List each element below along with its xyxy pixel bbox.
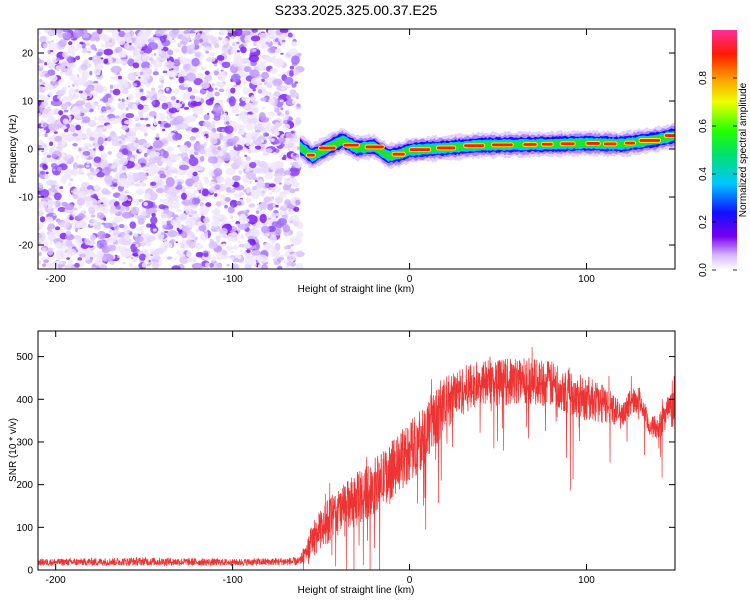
spectrogram-xtick-label: 0 [407,274,413,285]
spectral-peak-core [625,141,636,145]
snr-ytick-label: 500 [16,352,33,363]
spectrogram-ylabel: Frequency (Hz) [8,115,19,184]
spectral-peak-core [365,145,384,149]
spectral-peak-core [664,134,675,137]
spectrogram-ytick-label: 20 [22,49,34,60]
snr-ytick-label: 300 [16,437,33,448]
snr-ytick-label: 400 [16,395,33,406]
colorbar-gradient [712,30,737,270]
spectral-peak-core [586,142,600,145]
snr-series-line [37,347,676,570]
spectrogram-ytick-label: 0 [27,145,33,156]
spectrogram-ytick-label: -10 [19,193,34,204]
colorbar: 0.0 0.2 0.4 0.6 0.8 Normalized spectral ampl… [698,30,749,277]
spectral-peak-core [491,143,513,147]
snr-ytick-label: 100 [16,523,33,534]
spectral-peak-core [392,152,405,156]
spectral-peak-core [639,139,661,142]
spectrogram-xtick-label: 100 [578,274,595,285]
spectral-peak-core [343,143,359,147]
spectral-peak-core [319,146,336,150]
colorbar-label: Normalized spectral amplitude [738,82,749,217]
spectrogram-xtick-label: -100 [223,274,243,285]
figure-title: S233.2025.325.00.37.E25 [275,2,438,18]
spectrogram-ytick-label: -20 [19,241,34,252]
snr-ytick-label: 0 [27,566,33,577]
snr-frame [37,330,676,571]
snr-ylabel: SNR (10 * v/v) [8,418,19,482]
snr-xlabel: Height of straight line (km) [298,585,415,596]
snr-xtick-label: 0 [407,575,413,586]
spectral-peak-core [436,146,456,150]
spectral-peak-core [603,142,617,146]
colorbar-tick-label: 0.0 [698,263,709,277]
colorbar-tick-label: 0.2 [698,215,709,229]
spectrogram-image [38,29,675,269]
spectral-peak-core [409,148,431,151]
spectrogram-xtick-label: -200 [46,274,66,285]
colorbar-tick-label: 0.4 [698,167,709,181]
snr-panel: -200 -100 0 100 0 100 200 300 400 500 Height of s… [8,330,676,596]
snr-xtick-label: 100 [578,575,595,586]
snr-ytick-label: 200 [16,480,33,491]
spectral-peak-core [560,142,575,146]
snr-xtick-label: -200 [46,575,66,586]
spectral-peak-core [541,142,553,146]
spectral-peak-core [523,143,537,146]
spectrogram-xlabel: Height of straight line (km) [298,284,415,295]
snr-axes: -200 -100 0 100 0 100 200 300 400 500 [16,330,676,586]
spectral-peak-core [464,144,485,148]
snr-xtick-label: -100 [223,575,243,586]
spectrogram-ytick-label: 10 [22,97,34,108]
colorbar-tick-label: 0.8 [698,71,709,85]
colorbar-tick-label: 0.6 [698,119,709,133]
spectral-peak-core [306,153,315,157]
